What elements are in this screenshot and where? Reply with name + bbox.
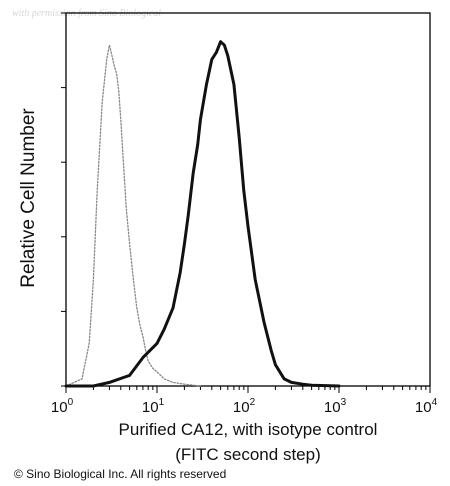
isotype-control-histogram bbox=[65, 44, 202, 387]
x-tick-label: 101 bbox=[142, 397, 165, 416]
x-tick-label: 100 bbox=[51, 397, 74, 416]
x-axis-label-line-1: Purified CA12, with isotype control bbox=[118, 420, 378, 439]
x-axis-label-line-2: (FITC second step) bbox=[175, 445, 321, 464]
series-layer bbox=[64, 40, 341, 388]
y-axis-label: Relative Cell Number bbox=[18, 108, 39, 288]
plot-frame bbox=[65, 12, 431, 387]
ca12-histogram bbox=[64, 40, 341, 388]
x-tick-label: 102 bbox=[233, 397, 256, 416]
x-tick-labels: 100 101 102 103 104 bbox=[51, 397, 438, 416]
x-tick-label: 103 bbox=[324, 397, 347, 416]
copyright-notice: © Sino Biological Inc. All rights reserv… bbox=[14, 467, 227, 481]
x-tick-label: 104 bbox=[415, 397, 438, 416]
